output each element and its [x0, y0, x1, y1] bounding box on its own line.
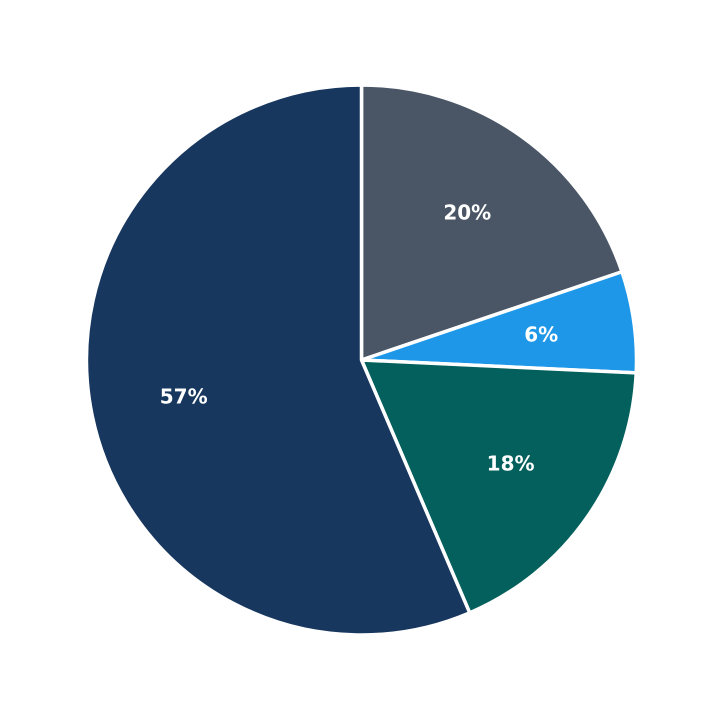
pie-slice-label-1: 20% [443, 201, 491, 225]
pie-slice-3 [359, 358, 638, 615]
pie-slice-label-4: 57% [160, 384, 208, 408]
pie-slice-4 [84, 83, 472, 637]
pie-slice-label-2: 6% [524, 323, 558, 347]
pie-slice-1 [359, 83, 624, 362]
pie-slice-label-3: 18% [487, 451, 535, 475]
